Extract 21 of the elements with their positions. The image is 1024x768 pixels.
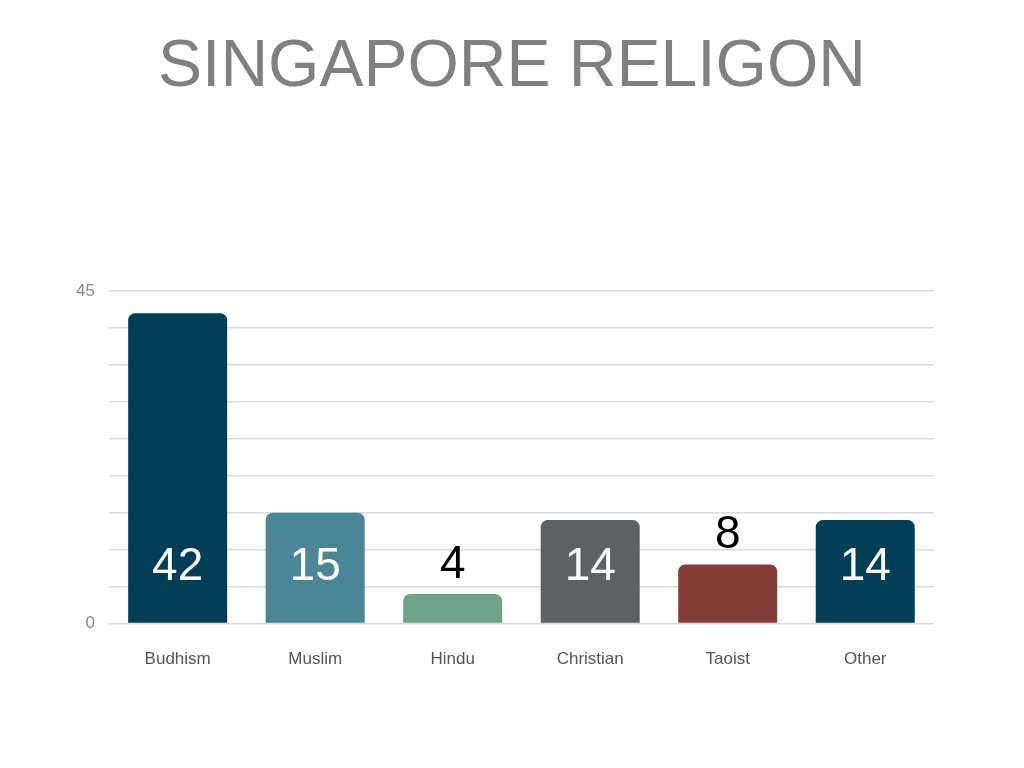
- bar: [678, 564, 778, 623]
- x-tick-label: Muslim: [288, 649, 343, 669]
- chart-title: SINGAPORE RELIGON: [157, 25, 867, 102]
- bar: [815, 520, 915, 623]
- x-tick-label: Budhism: [144, 649, 211, 669]
- data-label: 42: [152, 537, 204, 590]
- data-label: 8: [714, 506, 741, 559]
- bar: [265, 512, 365, 623]
- data-label: 4: [439, 536, 466, 589]
- x-tick-label: Hindu: [430, 649, 475, 669]
- data-label: 15: [289, 537, 341, 590]
- x-tick-label: Christian: [556, 649, 624, 669]
- x-tick-label: Other: [843, 649, 887, 669]
- y-tick-label: 0: [85, 613, 95, 633]
- bar: [128, 313, 228, 623]
- bar: [403, 594, 503, 623]
- data-label: 14: [839, 537, 891, 590]
- x-tick-label: Taoist: [705, 649, 751, 669]
- y-tick-label: 45: [75, 280, 95, 300]
- bar: [540, 520, 640, 623]
- data-label: 14: [564, 537, 616, 590]
